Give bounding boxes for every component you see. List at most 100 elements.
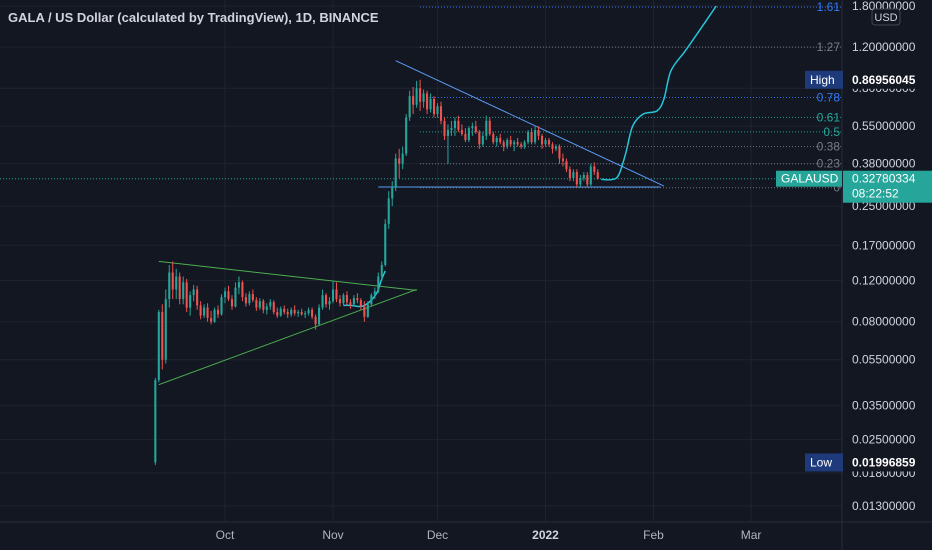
candle[interactable] xyxy=(453,117,456,136)
candle[interactable] xyxy=(168,264,171,308)
candle[interactable] xyxy=(269,299,272,310)
candle[interactable] xyxy=(579,175,582,188)
candle[interactable] xyxy=(499,133,502,145)
candle[interactable] xyxy=(471,122,474,136)
candle[interactable] xyxy=(380,261,383,281)
candle[interactable] xyxy=(189,291,192,316)
candle[interactable] xyxy=(265,303,268,315)
candle[interactable] xyxy=(154,377,157,465)
candle[interactable] xyxy=(530,128,533,145)
candle[interactable] xyxy=(279,306,282,317)
candle[interactable] xyxy=(272,300,275,315)
candle[interactable] xyxy=(572,169,575,182)
candle[interactable] xyxy=(492,131,495,145)
candle[interactable] xyxy=(161,304,164,370)
candle[interactable] xyxy=(426,90,429,115)
candle[interactable] xyxy=(297,309,300,317)
candle[interactable] xyxy=(230,295,234,310)
candle[interactable] xyxy=(450,120,453,136)
candle[interactable] xyxy=(213,307,216,324)
candle[interactable] xyxy=(544,137,547,147)
candle[interactable] xyxy=(359,298,362,310)
candle[interactable] xyxy=(370,293,373,307)
candle[interactable] xyxy=(331,280,335,304)
candle[interactable] xyxy=(227,285,230,302)
candle[interactable] xyxy=(401,146,404,170)
candle[interactable] xyxy=(175,268,178,300)
candle[interactable] xyxy=(520,142,523,149)
candle[interactable] xyxy=(527,129,530,145)
candle[interactable] xyxy=(412,86,415,115)
candle[interactable] xyxy=(464,128,467,143)
currency-badge[interactable]: USD xyxy=(871,8,901,26)
candle[interactable] xyxy=(387,191,390,229)
candle[interactable] xyxy=(262,299,265,314)
candle[interactable] xyxy=(157,309,160,383)
candle[interactable] xyxy=(377,272,380,294)
candle[interactable] xyxy=(328,297,331,310)
candle[interactable] xyxy=(534,126,537,145)
candle[interactable] xyxy=(349,299,352,309)
candle[interactable] xyxy=(338,295,342,307)
candle[interactable] xyxy=(314,314,317,330)
candle[interactable] xyxy=(432,96,436,118)
candle[interactable] xyxy=(457,115,460,132)
wedge-lower-line[interactable] xyxy=(158,288,417,386)
projection-path[interactable] xyxy=(601,5,717,181)
candle[interactable] xyxy=(345,291,348,306)
candle[interactable] xyxy=(192,284,195,302)
candle[interactable] xyxy=(575,169,578,188)
candle[interactable] xyxy=(352,295,355,307)
candle[interactable] xyxy=(460,124,463,136)
candle[interactable] xyxy=(446,124,450,164)
candle[interactable] xyxy=(286,308,289,319)
candle[interactable] xyxy=(220,294,223,316)
candle[interactable] xyxy=(408,90,411,121)
candle[interactable] xyxy=(415,80,418,108)
candle[interactable] xyxy=(244,293,247,307)
candle[interactable] xyxy=(199,301,202,320)
candle[interactable] xyxy=(586,172,589,188)
candle[interactable] xyxy=(178,272,181,305)
candle[interactable] xyxy=(293,305,296,316)
candle[interactable] xyxy=(182,276,185,305)
candle[interactable] xyxy=(502,140,505,152)
candle[interactable] xyxy=(290,307,293,317)
candle[interactable] xyxy=(185,278,188,313)
candle[interactable] xyxy=(537,126,540,141)
candle[interactable] xyxy=(196,285,199,310)
candle[interactable] xyxy=(516,137,519,147)
candle[interactable] xyxy=(509,135,512,147)
candle[interactable] xyxy=(276,307,279,319)
candle[interactable] xyxy=(481,131,484,147)
candle[interactable] xyxy=(405,114,408,157)
candle[interactable] xyxy=(223,287,227,304)
candle[interactable] xyxy=(335,282,338,303)
candle[interactable] xyxy=(513,140,516,152)
candle[interactable] xyxy=(429,93,432,113)
candle[interactable] xyxy=(300,308,303,316)
candle[interactable] xyxy=(394,153,397,192)
candle[interactable] xyxy=(540,133,544,149)
candle[interactable] xyxy=(203,304,206,319)
time-axis[interactable]: Oct Nov Dec 2022 Feb Mar xyxy=(0,521,932,542)
drawings[interactable] xyxy=(158,5,717,386)
candle[interactable] xyxy=(485,115,488,141)
candle[interactable] xyxy=(237,276,240,295)
candle[interactable] xyxy=(304,310,307,319)
candle[interactable] xyxy=(565,158,568,173)
candle[interactable] xyxy=(506,137,509,149)
candle[interactable] xyxy=(248,291,251,306)
candle[interactable] xyxy=(373,287,376,300)
candle[interactable] xyxy=(210,310,213,325)
candle[interactable] xyxy=(547,137,551,147)
candle[interactable] xyxy=(234,282,237,308)
candles[interactable] xyxy=(154,79,599,465)
candle[interactable] xyxy=(523,140,526,149)
candle[interactable] xyxy=(307,307,310,316)
candle[interactable] xyxy=(467,126,470,143)
candle[interactable] xyxy=(366,301,369,319)
candle[interactable] xyxy=(342,293,345,306)
candle[interactable] xyxy=(363,301,366,322)
